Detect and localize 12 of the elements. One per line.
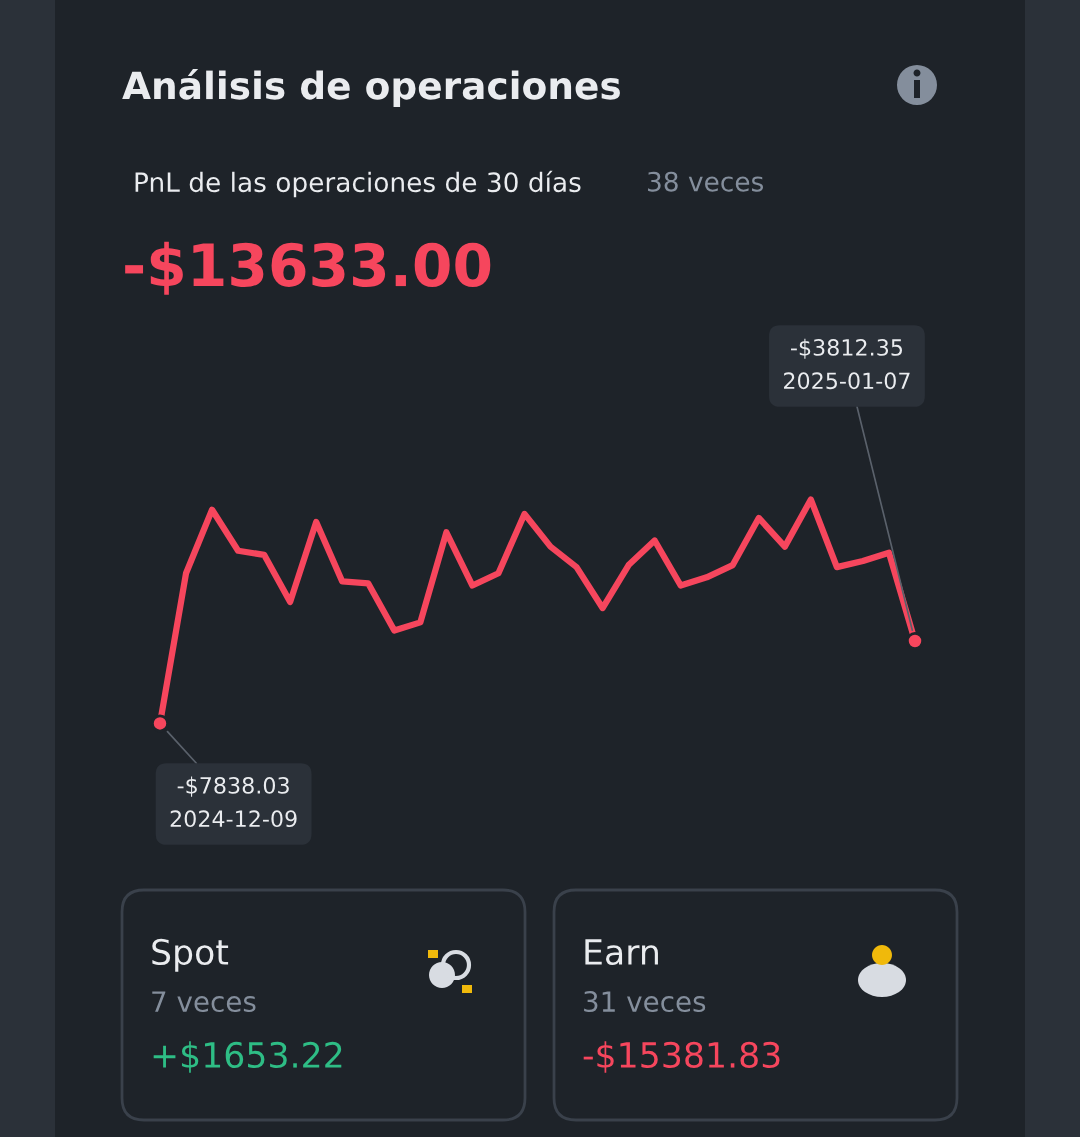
- text: 7 veces: [152, 991, 256, 1013]
- text: 38 veces: [648, 171, 764, 192]
- chart-subtitle: PnL de las operaciones de 30 días: [135, 170, 581, 198]
- text: -$13633.00: [125, 241, 491, 295]
- text: 31 veces: [584, 991, 706, 1013]
- text: -$15381.83: [583, 1041, 780, 1073]
- data-label: -$7838.03 2024-12-09: [170, 776, 297, 828]
- text: Earn: [585, 939, 658, 966]
- text: Spot: [152, 938, 229, 972]
- data-label: -$3812.35 2025-01-07: [784, 338, 910, 390]
- chart-title: Análisis de operaciones: [122, 69, 620, 107]
- text: +$1653.22: [153, 1041, 342, 1073]
